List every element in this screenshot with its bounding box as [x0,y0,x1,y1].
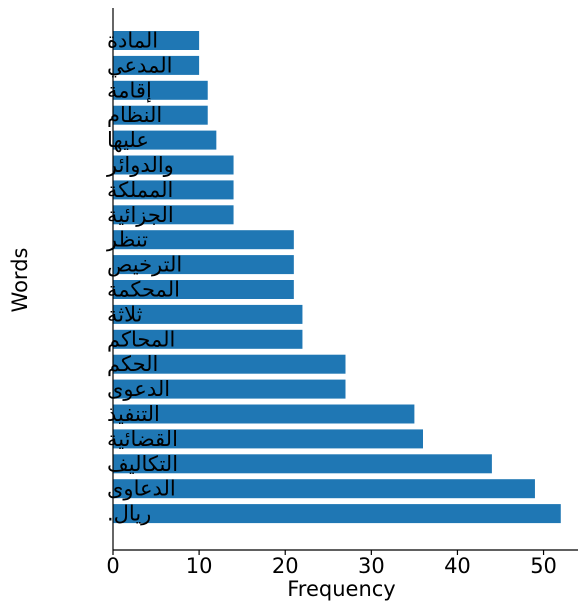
x-tick-label: 50 [530,554,557,578]
category-label: إقامة [107,78,152,103]
bar [113,479,535,499]
bar [113,80,208,100]
category-label: التنفيذ [107,402,160,426]
x-axis-title: Frequency [287,577,396,601]
category-label: المحاكم [107,327,175,352]
bar [113,130,217,150]
category-label: المملكة [107,178,173,202]
category-label: الترخيص [107,253,182,277]
bar [113,354,346,374]
x-tick-label: 10 [186,554,213,578]
bar [113,454,492,474]
category-label: الدعاوى [107,477,176,501]
x-ticks-group: 0 10 20 30 40 50 [106,550,557,578]
category-label: الدعوى [107,377,170,401]
bar [113,304,303,324]
bar [113,155,234,175]
bar [113,429,423,449]
category-label: المدعي [107,53,172,77]
y-axis-title: Words [8,248,32,313]
category-label: الجزائية [107,203,174,227]
x-tick-label: 20 [272,554,299,578]
x-tick-label: 0 [106,554,119,578]
category-label: والدوائر [106,153,174,177]
bar [113,404,415,424]
category-label: عليها [107,128,149,152]
bar [113,31,200,50]
category-label: المحكمة [107,278,180,302]
bar [113,180,234,200]
category-label: الحكم [107,352,158,377]
bar [113,230,294,250]
category-label: القضائية [107,427,178,451]
category-label: التكاليف [107,452,178,476]
category-label: النظام [107,103,162,127]
bar [113,205,234,225]
category-label: ثلاثة [107,302,143,326]
category-labels-group: ريال.الدعاوىالتكاليفالقضائيةالتنفيذالدعو… [106,29,182,526]
bar [113,504,561,524]
bars-group [113,31,561,524]
bar [113,379,346,399]
x-tick-label: 40 [444,554,471,578]
bar [113,255,294,275]
bar [113,55,200,75]
category-label: المادة [107,29,158,53]
bar [113,329,303,349]
x-tick-label: 30 [358,554,385,578]
bar [113,105,208,125]
category-label: ريال. [107,502,151,526]
category-label: تنظر [106,228,148,252]
bar [113,280,294,299]
